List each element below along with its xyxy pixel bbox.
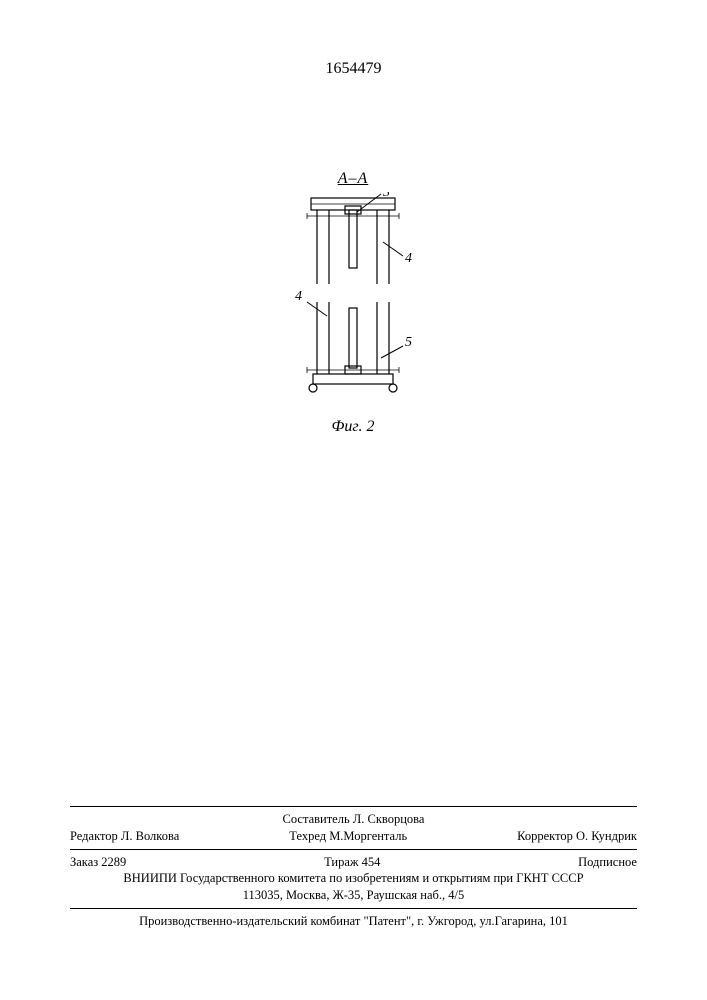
figure-caption: Фиг. 2 — [283, 418, 423, 436]
org-address: 113035, Москва, Ж-35, Раушская наб., 4/5 — [70, 887, 637, 904]
label-3: 3 — [382, 192, 390, 200]
figure-drawing: 3 4 — [283, 192, 423, 412]
colophon: Составитель Л. Скворцова Редактор Л. Вол… — [70, 802, 637, 930]
label-4-upper: 4 — [405, 251, 412, 266]
podpisnoe: Подписное — [578, 854, 637, 871]
order-number: Заказ 2289 — [70, 854, 126, 871]
figure: А–А 3 4 — [283, 170, 423, 436]
patent-number: 1654479 — [0, 60, 707, 78]
corrector: Корректор О. Кундрик — [517, 828, 637, 845]
editor: Редактор Л. Волкова — [70, 828, 179, 845]
section-label: А–А — [283, 170, 423, 188]
printer: Производственно-издательский комбинат "П… — [70, 913, 637, 930]
compiler: Составитель Л. Скворцова — [70, 811, 637, 828]
label-5: 5 — [405, 335, 412, 350]
org: ВНИИПИ Государственного комитета по изоб… — [70, 870, 637, 887]
techred: Техред М.Моргенталь — [289, 828, 407, 845]
tirazh: Тираж 454 — [324, 854, 380, 871]
label-4-lower: 4 — [295, 289, 302, 304]
